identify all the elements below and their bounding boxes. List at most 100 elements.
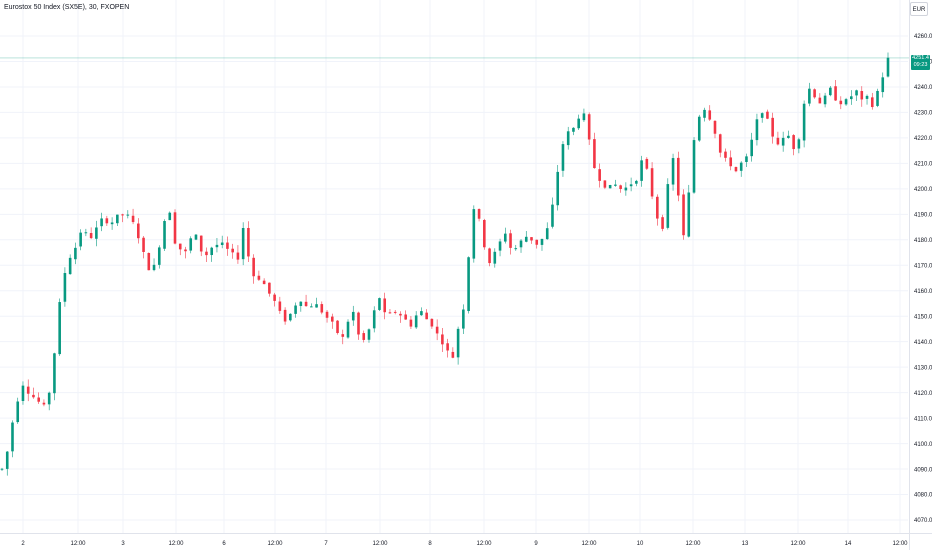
candle-body	[870, 97, 874, 108]
candle-body	[294, 305, 297, 314]
candle-body	[21, 385, 25, 401]
candle-body	[299, 301, 303, 307]
candle-body	[105, 218, 109, 224]
candle-body	[425, 312, 428, 320]
y-tick-label: 4220.0	[914, 136, 932, 142]
candle-body	[598, 169, 601, 181]
candle-body	[781, 137, 785, 146]
y-tick-label: 4160.0	[914, 289, 932, 295]
candle-body	[724, 151, 727, 158]
y-tick-label: 4120.0	[914, 391, 932, 397]
candle-body	[656, 196, 659, 219]
candle-body	[336, 320, 339, 334]
candle-body	[687, 192, 691, 237]
candle-body	[325, 311, 329, 318]
candle-body	[797, 139, 801, 149]
candle-body	[703, 109, 706, 118]
candle-body	[635, 180, 638, 184]
candle-body	[661, 217, 664, 229]
candle-body	[199, 235, 203, 252]
candle-body	[556, 171, 560, 206]
candle-body	[881, 77, 885, 93]
x-tick-label: 12:00	[892, 541, 908, 547]
candles	[0, 52, 890, 476]
candle-body	[462, 309, 465, 329]
y-tick-label: 4130.0	[914, 365, 932, 371]
candle-body	[414, 315, 418, 328]
candle-body	[388, 312, 392, 314]
candle-body	[210, 247, 214, 256]
candle-body	[310, 306, 313, 308]
candle-body	[498, 241, 502, 251]
candle-body	[509, 233, 512, 248]
candle-body	[729, 157, 733, 167]
candle-body	[545, 228, 549, 240]
candle-body	[399, 313, 402, 316]
candle-body	[205, 251, 208, 256]
candle-body	[876, 90, 879, 106]
candle-body	[645, 158, 649, 169]
candle-body	[0, 468, 4, 470]
candle-body	[47, 392, 51, 405]
candle-body	[147, 252, 151, 271]
candle-body	[483, 219, 486, 248]
candle-body	[420, 311, 423, 316]
candle-body	[582, 113, 586, 121]
candle-body	[745, 156, 748, 162]
candle-body	[503, 233, 507, 242]
candle-body	[587, 114, 591, 140]
y-tick-label: 4180.0	[914, 238, 932, 244]
candle-body	[802, 103, 806, 141]
x-tick-label: 13	[742, 541, 749, 547]
candle-body	[572, 127, 575, 132]
candle-body	[624, 187, 628, 191]
candle-body	[640, 160, 643, 181]
y-tick-label: 4240.0	[914, 85, 932, 91]
candle-body	[446, 343, 449, 351]
candle-body	[95, 227, 98, 239]
candle-body	[524, 236, 528, 242]
candle-body	[734, 167, 738, 172]
candle-body	[739, 162, 743, 171]
y-tick-label: 4080.0	[914, 493, 932, 499]
x-tick-label: 10	[637, 541, 644, 547]
candle-body	[320, 304, 324, 313]
candle-body	[189, 238, 193, 251]
y-tick-label: 4200.0	[914, 187, 932, 193]
x-tick-label: 3	[121, 541, 125, 547]
candle-body	[718, 134, 722, 153]
x-tick-label: 12:00	[581, 541, 597, 547]
x-tick-label: 12:00	[685, 541, 701, 547]
candle-body	[116, 214, 119, 224]
candle-body	[593, 139, 596, 169]
candle-body	[131, 215, 135, 223]
x-tick-label: 7	[324, 541, 328, 547]
candle-body	[818, 97, 822, 104]
candle-body	[551, 204, 554, 227]
candle-body	[535, 239, 539, 245]
candle-body	[671, 158, 675, 185]
candle-body	[304, 301, 308, 307]
candle-body	[68, 257, 72, 275]
candle-body	[771, 117, 774, 137]
candle-body	[666, 184, 670, 228]
candle-body	[650, 168, 654, 197]
candle-body	[766, 111, 769, 119]
currency-button[interactable]: EUR	[910, 2, 928, 16]
candle-body	[530, 237, 533, 241]
candle-body	[262, 280, 266, 285]
candle-body	[163, 221, 166, 249]
candle-body	[850, 96, 853, 100]
candle-body	[194, 234, 198, 240]
candle-body	[441, 334, 444, 345]
candle-body	[11, 422, 14, 452]
x-tick-label: 8	[428, 541, 432, 547]
candle-body	[5, 451, 9, 469]
candle-body	[252, 257, 255, 277]
candle-body	[776, 137, 780, 145]
y-axis-labels: 4260.04250.04240.04230.04220.04210.04200…	[914, 34, 932, 524]
candle-body	[42, 402, 46, 405]
candle-body	[493, 251, 497, 264]
candle-body	[110, 222, 114, 225]
